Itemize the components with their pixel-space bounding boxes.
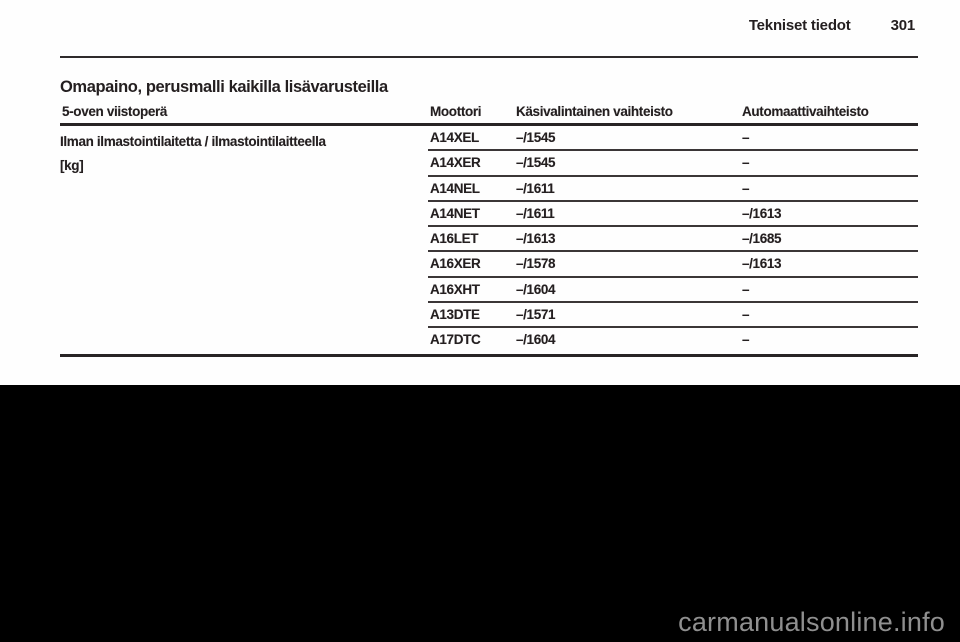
automatic-weight: – bbox=[742, 307, 750, 323]
engine-code: A13DTE bbox=[430, 307, 480, 323]
table-row: A14XER –/1545 – bbox=[428, 151, 918, 177]
automatic-weight: –/1613 bbox=[742, 205, 782, 221]
page-number: 301 bbox=[890, 17, 916, 34]
engine-code: A14XER bbox=[430, 155, 481, 171]
automatic-weight: – bbox=[742, 180, 750, 196]
engine-code: A16XER bbox=[430, 256, 481, 272]
manual-weight: –/1613 bbox=[516, 231, 556, 247]
column-header-engine: Moottori bbox=[430, 104, 482, 119]
row-label-line1: Ilman ilmastointilaitetta / ilmastointil… bbox=[60, 134, 326, 149]
engine-code: A16LET bbox=[430, 231, 479, 247]
manual-weight: –/1611 bbox=[516, 180, 555, 196]
manual-page: Tekniset tiedot 301 Omapaino, perusmalli… bbox=[0, 0, 960, 385]
row-label: Ilman ilmastointilaitetta / ilmastointil… bbox=[60, 126, 428, 354]
manual-weight: –/1545 bbox=[516, 130, 556, 145]
header-divider bbox=[60, 56, 918, 58]
manual-weight: –/1604 bbox=[516, 332, 556, 348]
manual-weight: –/1611 bbox=[516, 205, 555, 221]
table-row: A16XER –/1578 –/1613 bbox=[428, 252, 918, 278]
watermark: carmanualsonline.info bbox=[678, 607, 945, 637]
manual-weight: –/1545 bbox=[516, 155, 556, 171]
table-body: Ilman ilmastointilaitetta / ilmastointil… bbox=[60, 126, 918, 357]
section-title: Omapaino, perusmalli kaikilla lisävarust… bbox=[60, 78, 388, 96]
manual-weight: –/1571 bbox=[516, 307, 556, 323]
automatic-weight: –/1685 bbox=[742, 231, 782, 247]
engine-code: A17DTC bbox=[430, 332, 481, 348]
page-header-title: Tekniset tiedot bbox=[748, 17, 851, 34]
table-row: A14XEL –/1545 – bbox=[428, 126, 918, 152]
table-row: A14NET –/1611 –/1613 bbox=[428, 202, 918, 228]
manual-weight: –/1578 bbox=[516, 256, 556, 272]
column-header-body-style: 5-oven viistoperä bbox=[62, 104, 168, 119]
table-header-row: 5-oven viistoperä Moottori Käsivalintain… bbox=[60, 104, 918, 126]
automatic-weight: – bbox=[742, 332, 750, 348]
table-row: A13DTE –/1571 – bbox=[428, 303, 918, 329]
engine-code: A14NEL bbox=[430, 180, 480, 196]
automatic-weight: – bbox=[742, 155, 750, 171]
page-header: Tekniset tiedot 301 bbox=[0, 17, 915, 34]
curb-weight-table: 5-oven viistoperä Moottori Käsivalintain… bbox=[60, 104, 918, 357]
column-header-manual-transmission: Käsivalintainen vaihteisto bbox=[516, 104, 673, 119]
table-row: A14NEL –/1611 – bbox=[428, 177, 918, 202]
manual-weight: –/1604 bbox=[516, 281, 556, 297]
engine-code: A14NET bbox=[430, 205, 480, 221]
table-row: A16XHT –/1604 – bbox=[428, 278, 918, 304]
automatic-weight: – bbox=[742, 130, 750, 145]
automatic-weight: – bbox=[742, 281, 750, 297]
automatic-weight: –/1613 bbox=[742, 256, 782, 272]
row-label-line2: [kg] bbox=[60, 158, 84, 173]
table-rows: A14XEL –/1545 – A14XER –/1545 – A14NEL –… bbox=[428, 126, 918, 354]
table-row: A16LET –/1613 –/1685 bbox=[428, 227, 918, 253]
table-row: A17DTC –/1604 – bbox=[428, 328, 918, 353]
column-header-automatic-transmission: Automaattivaihteisto bbox=[742, 104, 869, 119]
engine-code: A14XEL bbox=[430, 130, 479, 145]
engine-code: A16XHT bbox=[430, 281, 480, 297]
